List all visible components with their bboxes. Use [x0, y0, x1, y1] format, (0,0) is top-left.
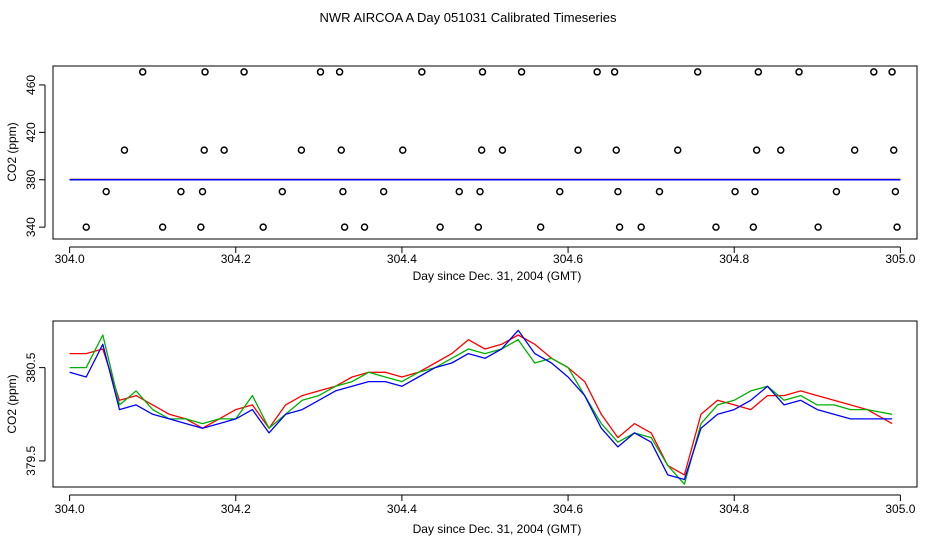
- data-point: [637, 223, 645, 231]
- x-tick-label: 304.2: [221, 502, 251, 516]
- panel-timeseries: 304.0 304.2 304.4 304.6 304.8 305.0 379.5 380.5…: [5, 320, 918, 536]
- data-point: [120, 146, 129, 154]
- data-point: [615, 223, 624, 231]
- data-point: [197, 223, 205, 231]
- data-point: [777, 146, 785, 154]
- data-point: [731, 187, 739, 196]
- data-point: [201, 68, 209, 76]
- data-point: [198, 187, 207, 196]
- data-point: [220, 146, 228, 154]
- data-point: [832, 187, 841, 196]
- data-point: [574, 146, 582, 154]
- data-point: [751, 187, 759, 196]
- x-tick-label: 305.0: [885, 252, 915, 266]
- data-point: [436, 223, 444, 231]
- x-tick-label: 304.4: [387, 502, 417, 516]
- x-tick-label: 304.8: [719, 252, 749, 266]
- data-point: [610, 68, 619, 76]
- data-point: [316, 68, 325, 76]
- data-point: [335, 68, 344, 76]
- plot-frame: [52, 320, 918, 488]
- data-point: [517, 68, 526, 76]
- panel-scatter: 304.0 304.2 304.4 304.6 304.8 305.0 340 380 420 4…: [5, 65, 918, 283]
- data-point: [200, 146, 208, 154]
- data-point: [138, 68, 147, 76]
- data-point: [893, 223, 901, 231]
- data-point: [259, 223, 267, 231]
- data-point: [177, 187, 185, 196]
- data-point: [754, 68, 763, 76]
- data-point: [82, 223, 90, 231]
- data-point: [536, 223, 545, 231]
- data-point: [158, 223, 167, 231]
- data-point: [240, 68, 248, 76]
- data-point: [814, 223, 822, 231]
- y-tick-label: 420: [24, 122, 38, 142]
- y-tick-label: 380.5: [24, 352, 38, 382]
- data-point: [795, 68, 803, 76]
- data-point: [655, 187, 664, 196]
- data-point: [399, 146, 407, 154]
- series-line-green: [69, 334, 893, 485]
- data-point: [474, 223, 483, 231]
- data-point: [455, 187, 463, 196]
- y-tick-label: 460: [24, 75, 38, 95]
- data-point: [340, 223, 349, 231]
- y-tick-label: 379.5: [24, 446, 38, 476]
- y-axis-label: CO2 (ppm): [5, 122, 19, 181]
- x-tick-label: 305.0: [885, 502, 915, 516]
- data-point: [749, 223, 758, 231]
- series-line-blue: [69, 329, 893, 481]
- series-line-red: [69, 334, 893, 476]
- data-point: [102, 187, 110, 196]
- data-point: [612, 146, 621, 154]
- data-point: [360, 223, 369, 231]
- data-point: [476, 187, 484, 196]
- data-point: [693, 68, 702, 76]
- data-point: [477, 146, 486, 154]
- x-tick-label: 304.0: [55, 252, 85, 266]
- data-point: [556, 187, 564, 196]
- data-point: [593, 68, 601, 76]
- x-axis-label: Day since Dec. 31, 2004 (GMT): [413, 269, 582, 283]
- data-point: [379, 187, 388, 196]
- data-point: [870, 68, 878, 76]
- data-point: [297, 146, 306, 154]
- page-title: NWR AIRCOA A Day 051031 Calibrated Times…: [319, 10, 617, 25]
- x-tick-label: 304.0: [55, 502, 85, 516]
- data-point: [418, 68, 426, 76]
- plot-frame: [52, 65, 918, 240]
- data-point: [478, 68, 487, 76]
- data-point: [673, 146, 682, 154]
- y-tick-label: 340: [24, 217, 38, 237]
- x-tick-label: 304.4: [387, 252, 417, 266]
- data-point: [498, 146, 507, 154]
- data-point: [891, 187, 900, 196]
- data-point: [888, 68, 896, 76]
- data-point: [614, 187, 622, 196]
- data-point: [850, 146, 859, 154]
- data-point: [278, 187, 287, 196]
- data-point: [712, 223, 720, 231]
- data-point: [337, 146, 346, 154]
- x-tick-label: 304.8: [719, 502, 749, 516]
- x-axis-label: Day since Dec. 31, 2004 (GMT): [413, 522, 582, 536]
- y-tick-label: 380: [24, 169, 38, 189]
- x-tick-label: 304.6: [553, 252, 583, 266]
- data-point: [752, 146, 761, 154]
- data-point: [339, 187, 347, 196]
- x-tick-label: 304.2: [221, 252, 251, 266]
- data-point: [889, 146, 898, 154]
- x-tick-label: 304.6: [553, 502, 583, 516]
- y-axis-label: CO2 (ppm): [5, 374, 19, 433]
